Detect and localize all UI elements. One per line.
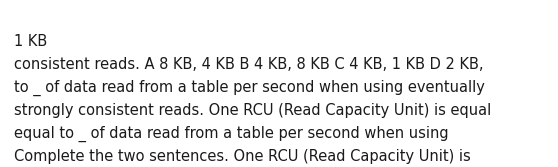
Text: to _ of data read from a table per second when using eventually: to _ of data read from a table per secon… xyxy=(14,80,485,96)
Text: consistent reads. A 8 KB, 4 KB B 4 KB, 8 KB C 4 KB, 1 KB D 2 KB,: consistent reads. A 8 KB, 4 KB B 4 KB, 8… xyxy=(14,57,483,72)
Text: equal to _ of data read from a table per second when using: equal to _ of data read from a table per… xyxy=(14,126,449,142)
Text: Complete the two sentences. One RCU (Read Capacity Unit) is: Complete the two sentences. One RCU (Rea… xyxy=(14,149,471,164)
Text: 1 KB: 1 KB xyxy=(14,34,47,49)
Text: strongly consistent reads. One RCU (Read Capacity Unit) is equal: strongly consistent reads. One RCU (Read… xyxy=(14,103,491,118)
